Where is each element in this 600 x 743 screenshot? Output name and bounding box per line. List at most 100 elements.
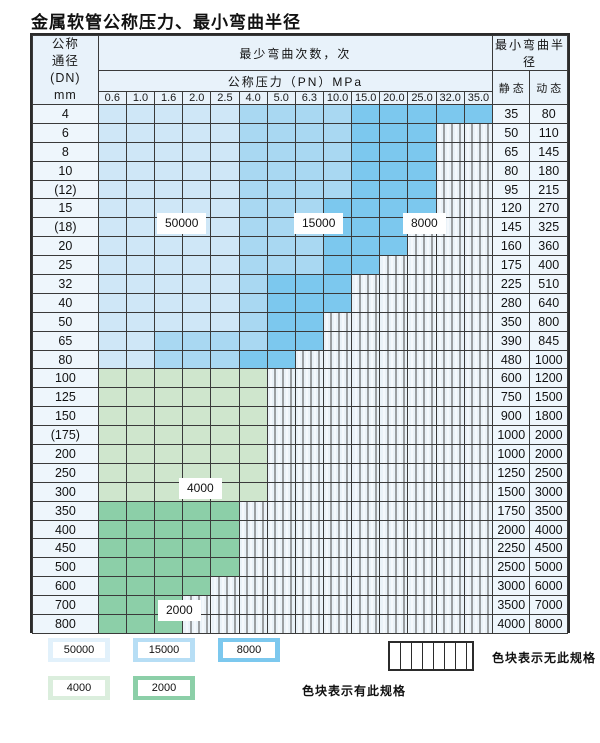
legend-swatch: 8000 [218,638,280,662]
cell-unavailable [379,311,409,332]
cell-unavailable [463,292,494,313]
dn-header-line-3: (DN) [50,71,81,85]
cell-unavailable [435,595,465,616]
static-radius-value: 480 [492,349,531,370]
static-radius-value: 900 [492,406,531,427]
static-radius-value: 80 [492,160,531,181]
cell-unavailable [294,349,324,370]
cell-unavailable [463,425,494,446]
dn-value: 15 [32,198,99,219]
cell-unavailable [266,368,296,389]
cell-unavailable [322,500,353,521]
cell-available [125,519,156,540]
cell-unavailable [322,557,353,578]
cell-unavailable [379,368,409,389]
dn-value: (12) [32,179,99,200]
grid-value-label: 8000 [403,213,446,234]
dynamic-radius-value: 2000 [529,444,568,464]
cell-available [351,217,381,238]
dn-value: 32 [32,274,99,294]
cell-available [125,576,156,597]
dynamic-radius-value: 270 [529,198,568,219]
cell-unavailable [407,462,437,483]
grid-value-label: 4000 [179,478,222,499]
cell-available [125,557,156,578]
cell-unavailable [379,595,409,616]
cell-available [266,255,296,276]
cell-unavailable [407,425,437,446]
cell-unavailable [379,576,409,597]
cell-available [97,595,127,616]
dn-header-line-4: mm [53,88,77,102]
cell-available [294,292,324,313]
specification-table: 公称 通径 (DN) mm 最少弯曲次数，次 最小弯曲半径 公称压力（PN）MP… [30,33,570,634]
cell-unavailable [463,557,494,578]
cell-unavailable [266,481,296,502]
cell-unavailable [407,519,437,540]
cell-available [322,292,353,313]
dynamic-radius-value: 845 [529,330,568,351]
static-radius-value: 145 [492,217,531,238]
cell-unavailable [435,236,465,257]
dynamic-radius-value: 80 [529,104,568,124]
cell-available [210,557,240,578]
cell-unavailable [351,292,381,313]
pressure-col-header: 25.0 [407,91,437,105]
cell-available [125,198,156,219]
cell-unavailable [351,311,381,332]
cell-unavailable [379,500,409,521]
cell-unavailable [266,576,296,597]
cell-available [210,311,240,332]
cell-available [351,122,381,143]
table-row: 600 3000 6000 [32,576,568,597]
static-radius-value: 1250 [492,462,531,483]
table-row: 80 480 1000 [32,349,568,370]
cell-available [154,330,184,351]
cell-unavailable [294,444,324,464]
cell-unavailable [266,387,296,408]
cell-available [97,217,127,238]
cell-unavailable [322,368,353,389]
dynamic-radius-header: 动 态 [529,70,568,105]
cell-available [182,425,212,446]
table-row: 32 225 510 [32,274,568,294]
cell-unavailable [210,595,240,616]
cell-available [294,330,324,351]
cell-unavailable [351,330,381,351]
cell-available [125,311,156,332]
cell-unavailable [322,444,353,464]
cell-available [407,141,437,162]
table-row: 300 1500 3000 [32,481,568,502]
legend-swatch: 4000 [48,676,110,700]
dn-value: 6 [32,122,99,143]
cell-unavailable [463,179,494,200]
cell-unavailable [379,255,409,276]
cell-available [238,122,268,143]
cell-available [182,122,212,143]
cell-available [294,311,324,332]
dn-value: 500 [32,557,99,578]
cell-unavailable [351,425,381,446]
cell-unavailable [266,614,296,634]
cell-available [210,198,240,219]
cell-available [97,255,127,276]
cell-unavailable [435,330,465,351]
cell-unavailable [322,481,353,502]
cell-unavailable [379,481,409,502]
radius-header: 最小弯曲半径 [492,35,568,71]
cell-unavailable [407,500,437,521]
cell-unavailable [379,557,409,578]
cell-available [322,122,353,143]
cell-unavailable [435,349,465,370]
cell-unavailable [435,425,465,446]
cell-available [154,557,184,578]
legend-has-spec-text: 色块表示有此规格 [302,684,407,698]
cell-unavailable [435,179,465,200]
dynamic-radius-value: 5000 [529,557,568,578]
cell-available [154,274,184,294]
cell-available [97,236,127,257]
cell-unavailable [463,500,494,521]
dynamic-radius-value: 1500 [529,387,568,408]
dn-value: 80 [32,349,99,370]
cell-available [154,519,184,540]
